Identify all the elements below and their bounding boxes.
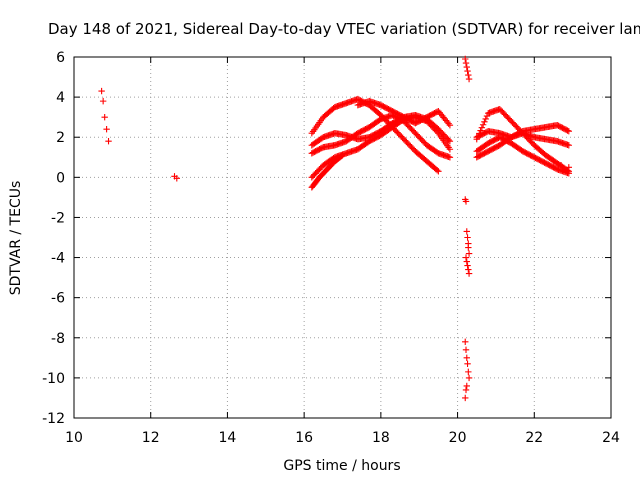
data-point [464, 234, 471, 241]
data-point [464, 67, 471, 75]
x-tick-labels: 10 12 14 16 18 20 22 24 [65, 430, 620, 446]
y-tick-label: 0 [56, 170, 65, 186]
data-point [479, 121, 487, 128]
data-point [98, 87, 105, 95]
data-point [565, 142, 573, 149]
y-axis-label: SDTVAR / TECUs [8, 181, 24, 296]
y-tick-label: -4 [51, 251, 65, 267]
data-point [465, 244, 472, 251]
data-point [463, 228, 470, 235]
data-point [462, 55, 469, 63]
series-sat-i [462, 55, 473, 83]
x-axis-label: GPS time / hours [283, 458, 400, 474]
data-point [446, 121, 454, 129]
x-tick-label: 20 [449, 430, 467, 446]
data-point [465, 368, 472, 376]
data-point [445, 120, 452, 127]
data-point [464, 360, 471, 368]
data-point [465, 374, 473, 382]
data-point [476, 130, 483, 137]
x-tick-label: 12 [142, 430, 160, 446]
data-point [474, 133, 482, 140]
data-point [462, 59, 470, 67]
x-tick-label: 10 [65, 430, 83, 446]
data-point [565, 164, 573, 171]
series-sat-o [473, 130, 573, 161]
data-point [483, 112, 491, 120]
data-point [565, 128, 573, 135]
chart-title: Day 148 of 2021, Sidereal Day-to-day VTE… [48, 20, 640, 38]
data-point [446, 154, 454, 161]
y-tick-labels: -12 -10 -8 -6 -4 -2 0 2 4 6 [42, 50, 65, 427]
data-point [462, 198, 470, 205]
data-point [564, 127, 571, 134]
series-sat-f [308, 113, 454, 181]
series-sat-k [462, 338, 473, 402]
series-sat-p [557, 162, 573, 173]
data-point [462, 338, 469, 345]
series-sat-b [171, 173, 180, 182]
data-point [464, 262, 471, 269]
data-point [462, 254, 470, 261]
series-sat-e [308, 111, 454, 161]
series-sat-h [354, 97, 454, 129]
data-point [465, 75, 473, 83]
y-tick-label: -10 [42, 371, 65, 387]
series-sat-a [98, 87, 112, 145]
data-point [473, 136, 480, 143]
axis-ticks [73, 56, 612, 419]
y-tick-label: -8 [51, 331, 65, 347]
data-point [99, 97, 107, 105]
y-tick-label: -12 [42, 411, 65, 427]
data-point [433, 167, 441, 174]
data-point [557, 162, 565, 169]
data-point [338, 152, 345, 160]
y-tick-label: 2 [56, 130, 65, 146]
data-point [478, 124, 486, 131]
data-point [446, 138, 454, 145]
series-sat-n [473, 105, 573, 175]
series-sat-g [308, 152, 346, 191]
y-tick-label: 6 [56, 50, 65, 66]
data-point [465, 71, 472, 79]
data-point [481, 118, 488, 126]
data-point [339, 152, 346, 159]
y-tick-label: -2 [51, 210, 65, 226]
x-tick-label: 14 [219, 430, 237, 446]
data-point [446, 146, 454, 153]
data-point [477, 127, 484, 134]
data-points [98, 55, 573, 402]
data-point [462, 394, 469, 402]
x-tick-label: 22 [525, 430, 543, 446]
data-point [105, 138, 112, 145]
data-point [561, 166, 569, 173]
data-point [463, 258, 470, 265]
plot-frame [73, 56, 612, 419]
data-point [482, 115, 489, 123]
y-tick-label: 4 [56, 90, 65, 106]
data-point [462, 386, 470, 394]
y-tick-label: -6 [51, 291, 65, 307]
data-point [465, 270, 473, 277]
data-point [465, 266, 472, 273]
grid [74, 57, 611, 418]
x-tick-label: 16 [295, 430, 313, 446]
data-point [463, 63, 470, 71]
data-point [463, 382, 470, 390]
data-point [435, 168, 442, 175]
data-point [463, 354, 470, 362]
data-point [465, 250, 473, 257]
data-point [173, 175, 180, 182]
data-point [103, 126, 110, 133]
x-tick-label: 24 [602, 430, 620, 446]
x-tick-label: 18 [372, 430, 390, 446]
series-sat-j [462, 196, 473, 277]
data-point [462, 346, 470, 354]
data-point [101, 113, 108, 121]
